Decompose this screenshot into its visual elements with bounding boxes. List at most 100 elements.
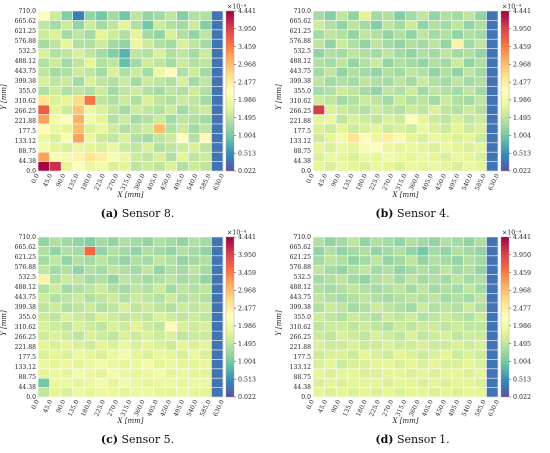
heatmap-cell xyxy=(347,114,360,125)
heatmap-cell xyxy=(324,265,337,275)
colorbar-tick-label: 0.513 xyxy=(238,376,256,383)
heatmap-cell xyxy=(130,359,143,369)
heatmap-cell xyxy=(405,29,418,40)
x-tick-label: 495.0 xyxy=(172,173,186,192)
heatmap-cell xyxy=(176,293,189,304)
heatmap-cell xyxy=(176,378,189,388)
y-axis-label: Y [mm] xyxy=(0,310,8,336)
heatmap-cell xyxy=(118,312,131,322)
y-tick-label: 44.38 xyxy=(294,384,312,391)
heatmap-cell xyxy=(49,86,62,96)
heatmap-cell xyxy=(486,123,499,134)
heatmap-cell xyxy=(486,331,499,341)
heatmap-cell xyxy=(474,39,487,49)
heatmap-cell xyxy=(118,142,131,153)
heatmap-cell xyxy=(38,321,50,332)
heatmap-cell xyxy=(188,265,201,275)
heatmap-cell xyxy=(382,123,395,134)
heatmap-cell xyxy=(313,368,325,379)
heatmap-cell xyxy=(405,20,418,31)
heatmap-cell xyxy=(118,114,131,125)
caption-b: (b) Sensor 4. xyxy=(275,207,550,220)
heatmap-cell xyxy=(359,105,372,115)
heatmap-cell xyxy=(324,67,337,78)
y-tick-label: 221.88 xyxy=(15,118,36,125)
heatmap-cell xyxy=(405,133,418,143)
y-tick-label: 576.88 xyxy=(15,38,36,45)
heatmap-cell xyxy=(107,312,120,322)
y-tick-label: 399.38 xyxy=(15,78,36,85)
caption-a: (a) Sensor 8. xyxy=(0,207,275,220)
caption-text: Sensor 4. xyxy=(396,207,450,220)
x-tick-label: 225.0 xyxy=(368,173,382,192)
colorbar-tick-label: 3.459 xyxy=(238,44,256,51)
heatmap-cell xyxy=(347,58,360,68)
caption-text: Sensor 8. xyxy=(121,207,175,220)
heatmap-cell xyxy=(49,39,62,49)
heatmap-cell xyxy=(118,39,131,49)
heatmap-cell xyxy=(393,39,406,49)
heatmap-cell xyxy=(393,331,406,341)
heatmap-cell xyxy=(84,265,97,275)
heatmap-cell xyxy=(84,293,97,304)
heatmap-cell xyxy=(130,86,143,96)
heatmap-cell xyxy=(486,284,499,294)
heatmap-cell xyxy=(451,274,464,285)
heatmap-cell xyxy=(188,58,201,68)
heatmap-cell xyxy=(347,284,360,294)
x-tick-labels: 0.0 45.0 90.0 135.0 180.0 225.0 270.0 315.0 360.… xyxy=(30,399,225,418)
heatmap-cell xyxy=(474,312,487,322)
heatmap-cell xyxy=(405,255,418,266)
heatmap-cell xyxy=(486,142,499,153)
heatmap-cell xyxy=(370,237,383,247)
heatmap-cell xyxy=(451,255,464,266)
heatmap-cell xyxy=(188,274,201,285)
heatmap-cell xyxy=(142,293,154,304)
heatmap-cell xyxy=(474,378,487,388)
heatmap-cell xyxy=(165,29,177,40)
heatmap-cell xyxy=(463,359,476,369)
heatmap-cell xyxy=(440,123,452,134)
heatmap-cell xyxy=(95,133,108,143)
heatmap-cell xyxy=(72,349,85,360)
heatmap-cell xyxy=(336,76,348,87)
heatmap-cell xyxy=(440,340,452,351)
heatmap-cell xyxy=(199,340,212,351)
heatmap-cell xyxy=(370,114,383,125)
heatmap-cell xyxy=(153,11,166,21)
heatmap-cell xyxy=(486,48,499,59)
heatmap-cell xyxy=(324,86,337,96)
y-tick-label: 355.0 xyxy=(294,88,312,95)
heatmap-cell xyxy=(486,321,499,332)
heatmap-cell xyxy=(118,133,131,143)
heatmap-cell xyxy=(474,387,487,398)
heatmap-cell xyxy=(118,123,131,134)
heatmap-cell xyxy=(336,368,348,379)
x-tick-label: 0.0 xyxy=(305,173,315,185)
heatmap-cell xyxy=(359,123,372,134)
heatmap-cell xyxy=(370,378,383,388)
heatmap-cell xyxy=(38,152,50,162)
colorbar-tick-label: 2.477 xyxy=(238,305,256,312)
y-tick-label: 443.75 xyxy=(290,294,311,301)
heatmap-cell xyxy=(347,293,360,304)
heatmap-cell xyxy=(405,58,418,68)
heatmap-cell xyxy=(336,349,348,360)
heatmap-cell xyxy=(72,29,85,40)
heatmap-cell xyxy=(49,293,62,304)
heatmap-cell xyxy=(211,152,224,162)
heatmap-cell xyxy=(417,58,429,68)
heatmap-cell xyxy=(336,114,348,125)
y-tick-label: 488.12 xyxy=(15,284,36,291)
heatmap-cell xyxy=(211,246,224,257)
x-tick-label: 585.0 xyxy=(199,399,213,418)
heatmap-cell xyxy=(370,20,383,31)
heatmap-cell xyxy=(153,48,166,59)
heatmap-cell xyxy=(61,86,73,96)
heatmap-cell xyxy=(199,237,212,247)
heatmap-cell xyxy=(165,387,177,398)
heatmap-cell xyxy=(118,48,131,59)
heatmap-cell xyxy=(370,29,383,40)
heatmap-cell xyxy=(118,265,131,275)
heatmap-cell xyxy=(61,11,73,21)
